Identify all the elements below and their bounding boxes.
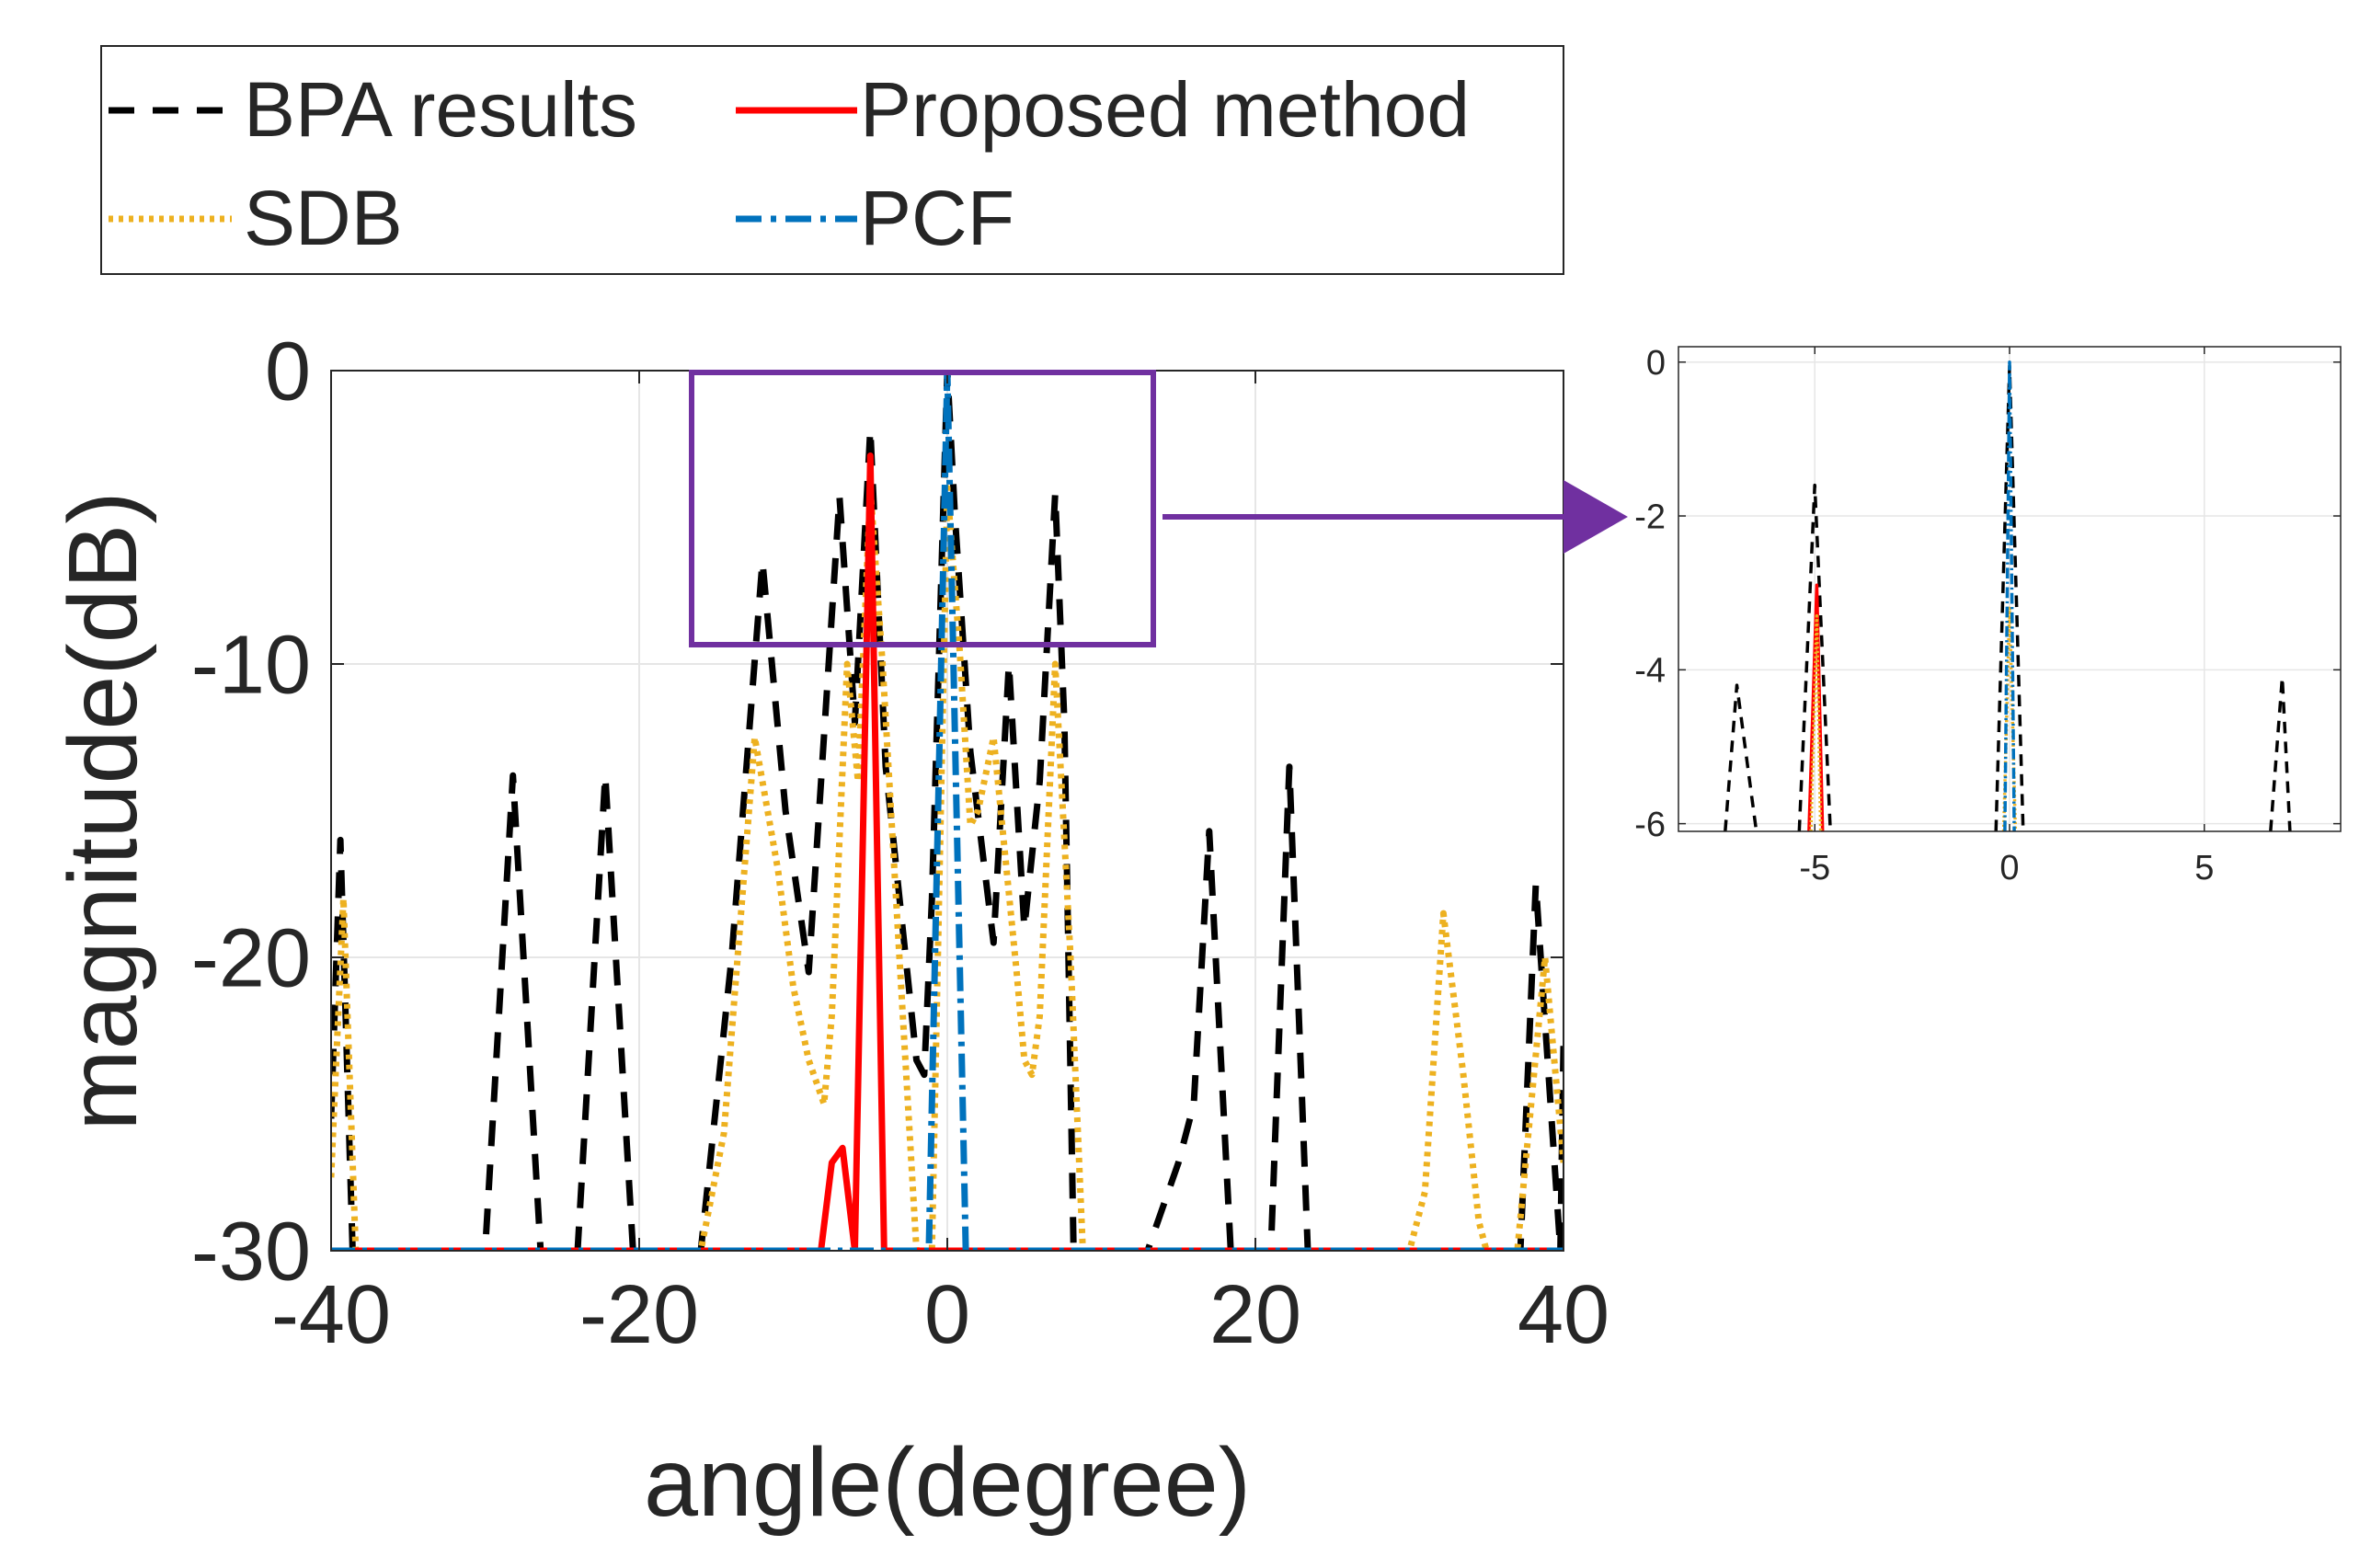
main-x-axis-label: angle(degree) [644, 1428, 1251, 1537]
main-y-tick-label-3: -30 [191, 1207, 311, 1299]
legend-label-bpa: BPA results [244, 66, 637, 153]
inset-series-pcf-0 [2003, 360, 2016, 831]
main-x-tick-label-2: 0 [924, 1269, 970, 1361]
legend-entry-proposed: Proposed method [736, 66, 1470, 153]
legend-box [100, 45, 1564, 275]
legend-entry-bpa: BPA results [109, 66, 637, 153]
main-y-tick-label-2: -20 [191, 913, 311, 1005]
main-y-tick-labels: 0 -10 -20 -30 [191, 326, 311, 1299]
legend-entry-sdb: SDB [109, 175, 403, 261]
main-y-axis-label: magnitude(dB) [49, 491, 157, 1130]
main-x-tick-label-0: -40 [271, 1269, 391, 1361]
inset-series-group [1724, 360, 2292, 831]
inset-y-tick-labels: 0 -2 -4 -6 [1634, 344, 1666, 844]
inset-y-tick-label-0: 0 [1646, 344, 1666, 383]
zoom-arrow-head [1563, 480, 1628, 554]
main-series-proposed-method-0 [331, 452, 1563, 1251]
inset-y-tick-label-2: -4 [1634, 652, 1666, 691]
legend-entry-pcf: PCF [736, 175, 1014, 261]
legend-label-pcf: PCF [860, 175, 1014, 261]
main-ticks [330, 370, 1564, 1252]
legend-label-proposed: Proposed method [860, 66, 1470, 153]
inset-x-tick-label-0: -5 [1799, 849, 1830, 887]
inset-x-tick-labels: -5 0 5 [1799, 849, 2214, 887]
inset-series-bpa-results-1 [1797, 483, 1832, 831]
inset-x-tick-label-2: 5 [2194, 849, 2214, 887]
inset-ticks [1678, 347, 2341, 831]
inset-y-tick-label-1: -2 [1634, 498, 1666, 536]
main-x-tick-labels: -40 -20 0 20 40 [271, 1269, 1609, 1361]
main-y-tick-label-0: 0 [265, 326, 311, 418]
main-series-group [331, 371, 1563, 1251]
main-chart: -40 -20 0 20 40 0 -10 -20 -30 angle(degree) mag… [49, 326, 1628, 1537]
main-y-tick-label-1: -10 [191, 620, 311, 712]
main-series-sdb-0 [331, 485, 1563, 1251]
inset-series-bpa-results-0 [1724, 683, 1758, 831]
legend: BPA results Proposed method SDB PCF [100, 45, 1564, 275]
inset-series-sdb-0 [1809, 614, 1823, 831]
main-x-tick-label-4: 40 [1518, 1269, 1609, 1361]
inset-chart: -5 0 5 0 -2 -4 -6 [1634, 344, 2342, 887]
main-x-tick-label-1: -20 [579, 1269, 699, 1361]
inset-y-tick-label-3: -6 [1634, 806, 1666, 844]
inset-x-tick-label-1: 0 [1999, 849, 2019, 887]
zoom-box [689, 370, 1156, 647]
main-series [331, 371, 1563, 1251]
inset-series [1724, 360, 2292, 831]
main-x-tick-label-3: 20 [1209, 1269, 1301, 1361]
legend-label-sdb: SDB [244, 175, 403, 261]
